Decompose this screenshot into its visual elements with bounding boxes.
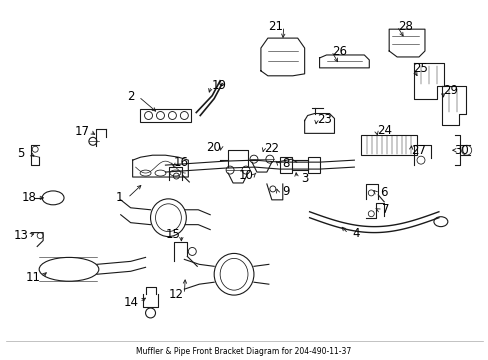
Text: 9: 9	[282, 185, 289, 198]
Text: 19: 19	[211, 79, 226, 92]
Text: 25: 25	[413, 62, 427, 75]
Text: 16: 16	[174, 156, 188, 168]
Bar	[279, 157, 291, 173]
Text: 29: 29	[443, 84, 457, 97]
Text: 23: 23	[316, 113, 331, 126]
Bar	[307, 157, 319, 173]
Text: 17: 17	[74, 125, 89, 138]
Text: 4: 4	[352, 227, 359, 240]
Text: 22: 22	[264, 142, 279, 155]
Text: 30: 30	[453, 144, 468, 157]
Text: 12: 12	[168, 288, 183, 301]
Text: 20: 20	[205, 141, 220, 154]
Text: 27: 27	[411, 144, 426, 157]
Text: 11: 11	[26, 271, 41, 284]
Text: 3: 3	[300, 171, 308, 185]
Bar	[139, 109, 191, 122]
Text: 14: 14	[124, 296, 139, 309]
Text: 18: 18	[22, 192, 37, 204]
Bar	[361, 135, 416, 155]
Text: 8: 8	[282, 157, 289, 170]
Text: 6: 6	[380, 186, 387, 199]
Text: 21: 21	[268, 20, 283, 33]
Text: 28: 28	[397, 20, 412, 33]
Text: 7: 7	[382, 203, 389, 216]
Text: 13: 13	[14, 229, 29, 242]
Text: 15: 15	[165, 228, 181, 241]
Text: 10: 10	[238, 168, 253, 181]
Text: Muffler & Pipe Front Bracket Diagram for 204-490-11-37: Muffler & Pipe Front Bracket Diagram for…	[136, 347, 351, 356]
Text: 2: 2	[127, 90, 134, 103]
Text: 5: 5	[18, 147, 25, 160]
Text: 24: 24	[376, 124, 391, 137]
Text: 1: 1	[116, 192, 123, 204]
Text: 26: 26	[331, 45, 346, 58]
